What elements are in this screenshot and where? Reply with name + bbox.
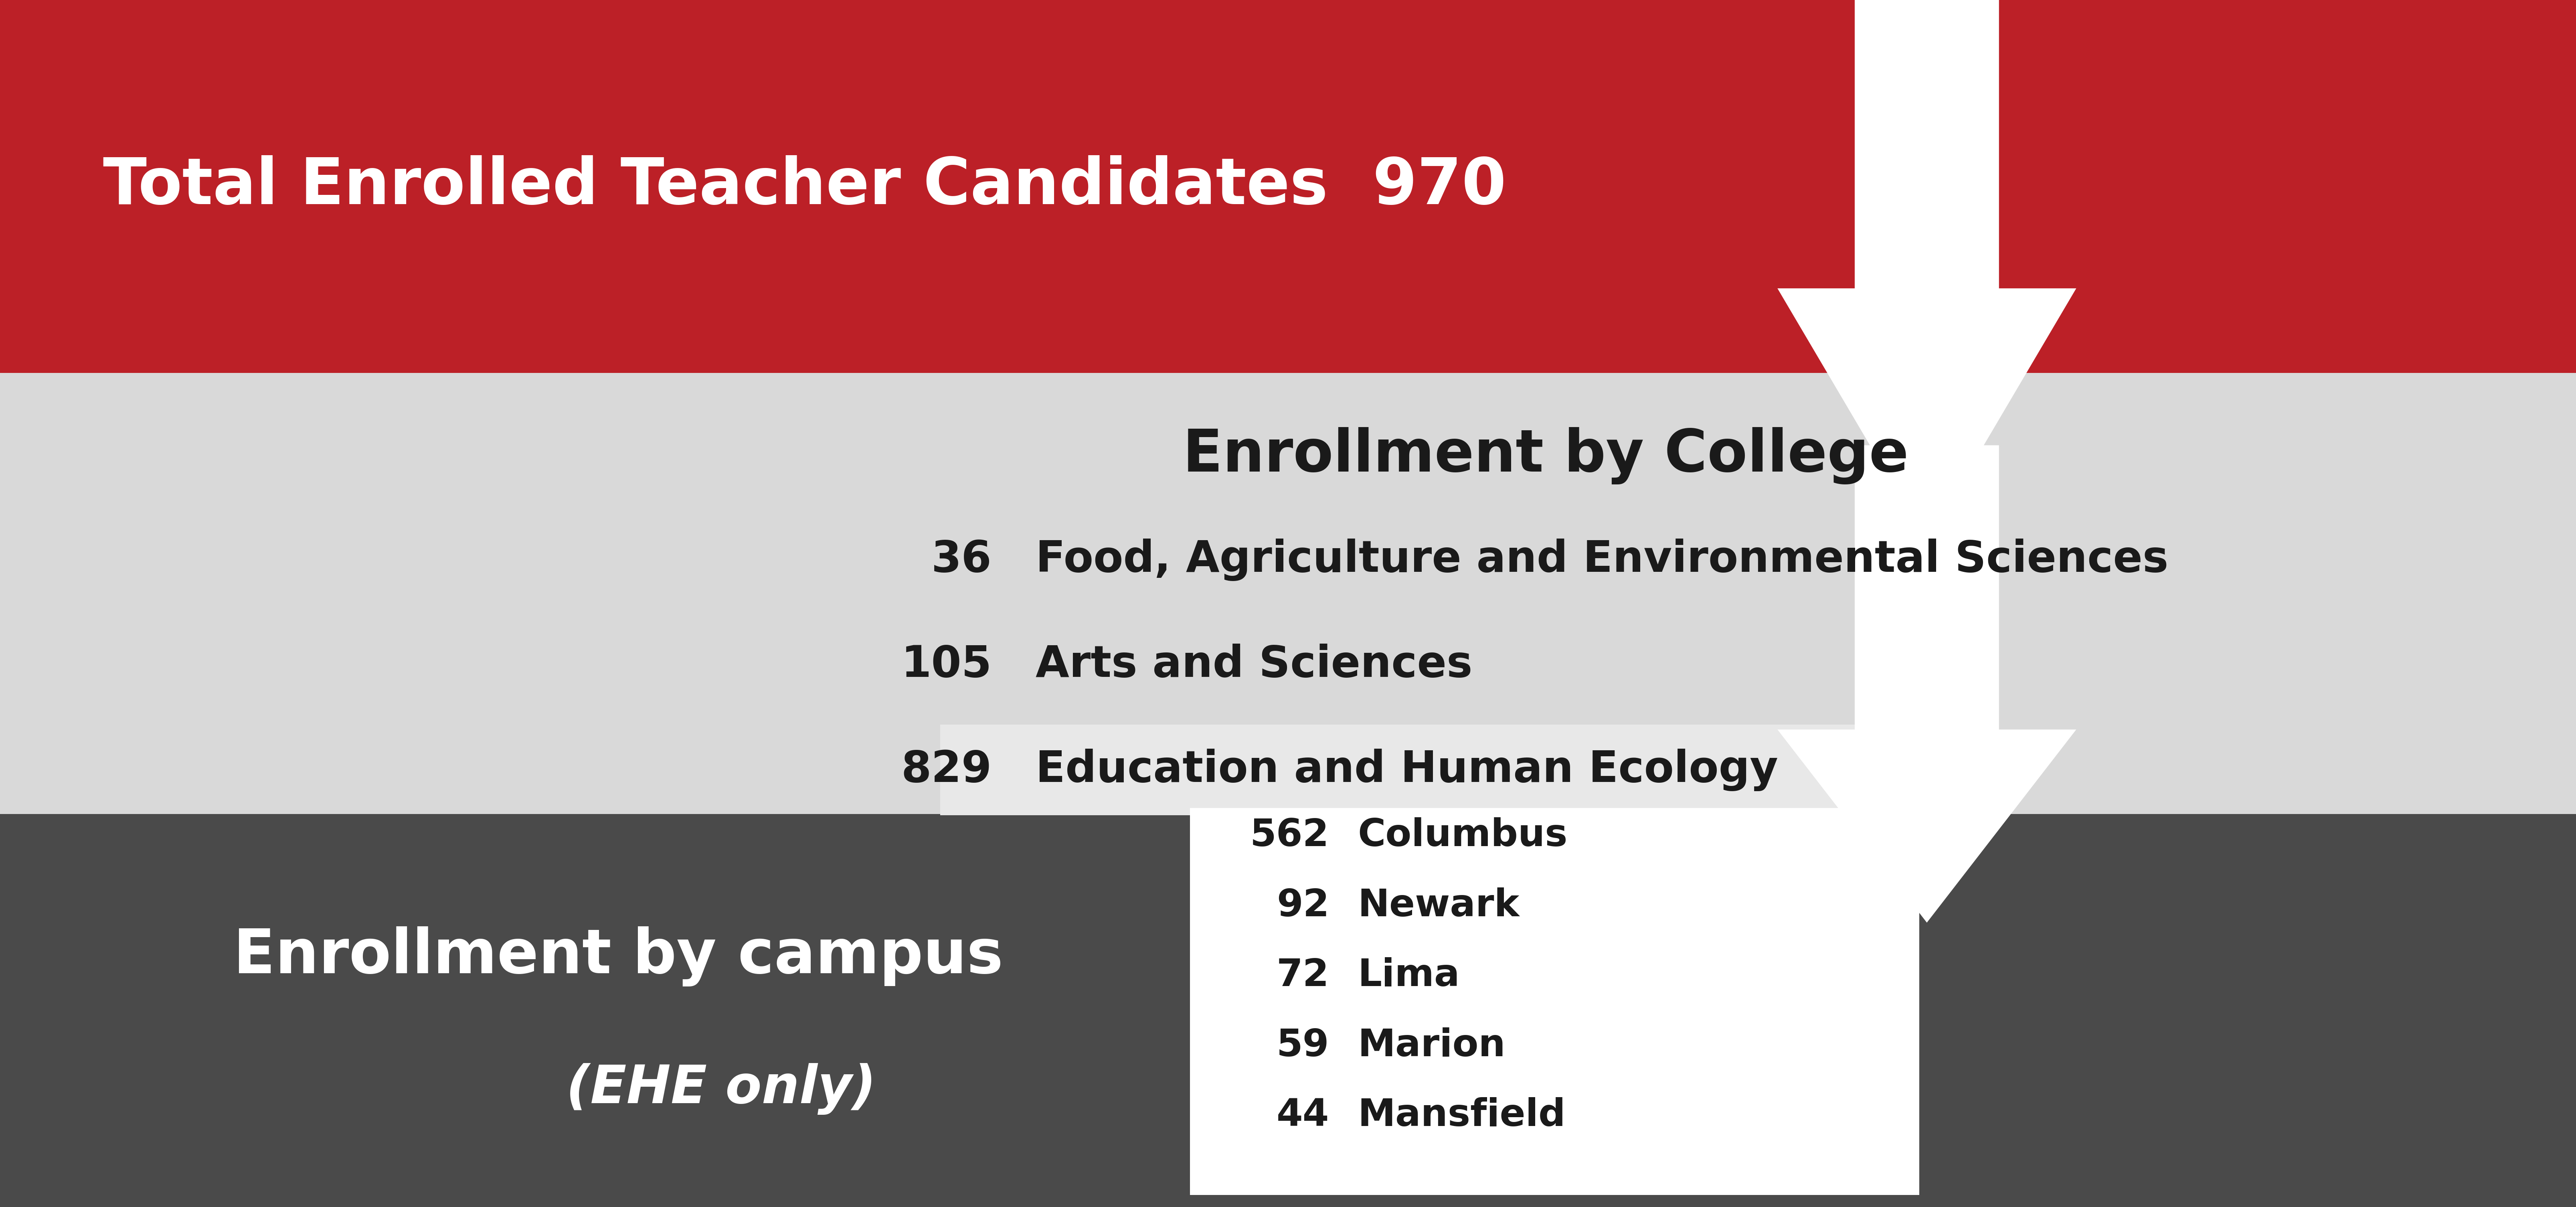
- Text: 44: 44: [1278, 1097, 1329, 1135]
- Text: Enrollment by College: Enrollment by College: [1182, 427, 1909, 484]
- Text: Enrollment by campus: Enrollment by campus: [234, 926, 1002, 986]
- Text: Lima: Lima: [1358, 957, 1461, 995]
- Bar: [940, 724, 1893, 815]
- Text: 92: 92: [1278, 887, 1329, 925]
- Text: Newark: Newark: [1358, 887, 1520, 925]
- Bar: [1190, 807, 1919, 1195]
- Text: 72: 72: [1278, 957, 1329, 995]
- Bar: [0, 0, 2576, 373]
- Text: Columbus: Columbus: [1358, 817, 1566, 855]
- Text: 105: 105: [902, 643, 992, 687]
- Polygon shape: [1777, 0, 2076, 542]
- Bar: [0, 373, 2576, 814]
- Text: Total Enrolled Teacher Candidates  970: Total Enrolled Teacher Candidates 970: [103, 156, 1507, 217]
- Text: 59: 59: [1278, 1027, 1329, 1065]
- Text: Mansfield: Mansfield: [1358, 1097, 1566, 1135]
- Bar: [0, 814, 2576, 1207]
- Text: 829: 829: [902, 748, 992, 792]
- Text: Education and Human Ecology: Education and Human Ecology: [1036, 748, 1777, 792]
- Text: (EHE only): (EHE only): [567, 1063, 876, 1115]
- Text: 562: 562: [1249, 817, 1329, 855]
- Text: Food, Agriculture and Environmental Sciences: Food, Agriculture and Environmental Scie…: [1036, 538, 2169, 582]
- Text: 36: 36: [933, 538, 992, 582]
- Text: Arts and Sciences: Arts and Sciences: [1036, 643, 1473, 687]
- Polygon shape: [1777, 445, 2076, 922]
- Text: Marion: Marion: [1358, 1027, 1504, 1065]
